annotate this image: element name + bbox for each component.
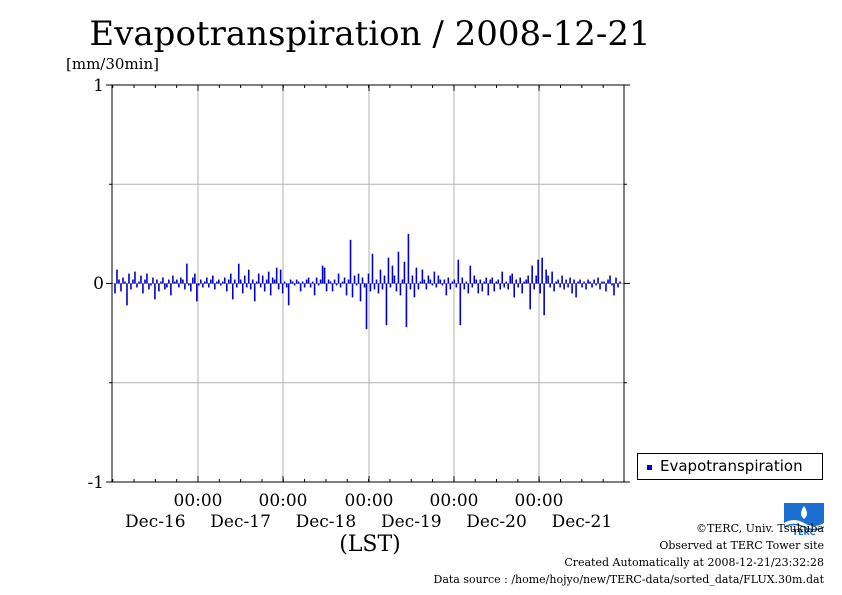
x-tick-time-label: 00:00: [174, 491, 223, 511]
credit-created: Created Automatically at 2008-12-21/23:3…: [564, 556, 824, 569]
credit-data-source: Data source : /home/hojyo/new/TERC-data/…: [433, 573, 825, 586]
y-tick-label-bottom: -1: [87, 473, 104, 493]
x-tick-time-label: 00:00: [430, 491, 479, 511]
legend: Evapotranspiration: [637, 453, 823, 480]
x-tick-date-label: Dec-21: [552, 512, 613, 532]
chart-title: Evapotranspiration / 2008-12-21: [89, 14, 651, 54]
x-tick-date-label: Dec-16: [125, 512, 186, 532]
terc-logo-icon: TERC: [784, 503, 824, 537]
credit-copyright: ©TERC, Univ. Tsukuba: [695, 522, 824, 535]
x-tick-date-label: Dec-20: [466, 512, 527, 532]
x-axis-label: (LST): [339, 532, 401, 557]
logo-text: TERC: [793, 528, 816, 537]
y-tick-label-zero: 0: [93, 274, 104, 294]
legend-label: Evapotranspiration: [660, 457, 803, 475]
credit-observed-at: Observed at TERC Tower site: [659, 539, 824, 552]
legend-swatch: [647, 465, 652, 470]
x-tick-time-label: 00:00: [515, 491, 564, 511]
x-tick-time-label: 00:00: [345, 491, 394, 511]
x-tick-time-label: 00:00: [259, 491, 308, 511]
y-axis-unit-label: [mm/30min]: [66, 55, 159, 73]
x-tick-date-label: Dec-17: [210, 512, 271, 532]
x-tick-date-label: Dec-19: [381, 512, 442, 532]
x-tick-date-label: Dec-18: [296, 512, 357, 532]
axis-ticks: [106, 84, 630, 483]
x-tick-time-labels: 00:00 00:00 00:00 00:00 00:00: [174, 491, 564, 511]
series-evapotranspiration: [114, 233, 621, 330]
x-tick-date-labels: Dec-16 Dec-17 Dec-18 Dec-19 Dec-20 Dec-21: [125, 512, 612, 532]
y-tick-label-top: 1: [93, 76, 104, 96]
